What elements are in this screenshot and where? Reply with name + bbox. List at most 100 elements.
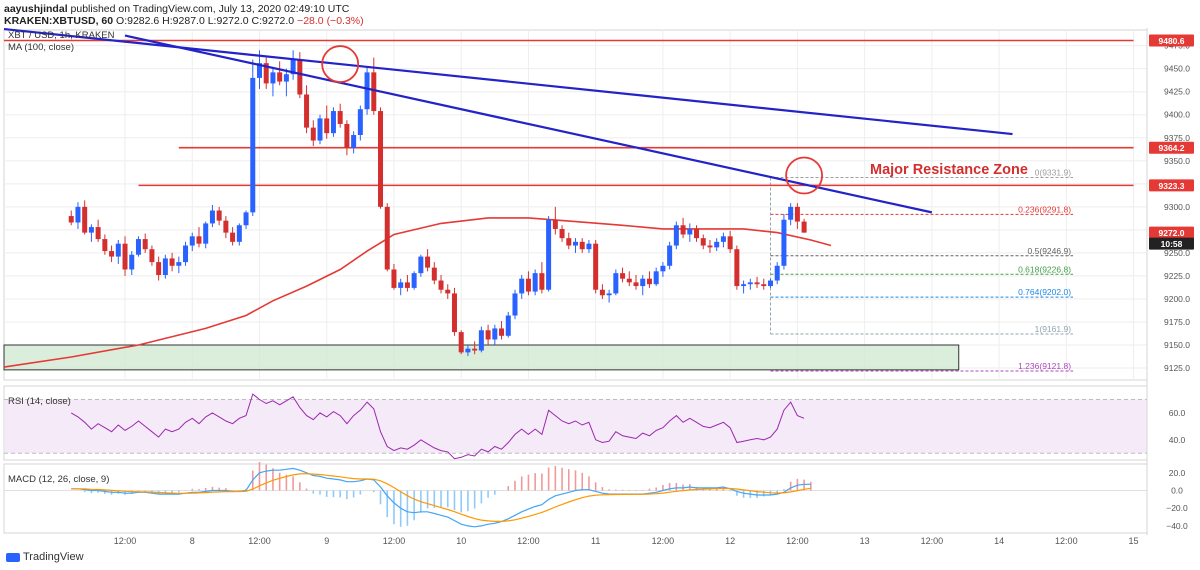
candle[interactable] bbox=[330, 107, 336, 137]
price-axis[interactable]: 9125.09150.09175.09200.09225.09250.09275… bbox=[1146, 28, 1194, 535]
candle[interactable] bbox=[546, 216, 552, 292]
candle[interactable] bbox=[626, 271, 632, 287]
candle[interactable] bbox=[667, 241, 673, 270]
candle[interactable] bbox=[102, 234, 108, 255]
candle[interactable] bbox=[492, 324, 498, 345]
candle[interactable] bbox=[351, 131, 357, 154]
candle[interactable] bbox=[75, 202, 81, 229]
highlight-circle[interactable] bbox=[785, 156, 823, 195]
candle[interactable] bbox=[465, 345, 471, 357]
candle[interactable] bbox=[445, 284, 451, 299]
candle[interactable] bbox=[357, 105, 363, 141]
candle[interactable] bbox=[310, 120, 316, 147]
candle[interactable] bbox=[176, 256, 182, 274]
tradingview-logo[interactable]: TradingView bbox=[6, 551, 84, 563]
candle[interactable] bbox=[270, 68, 276, 97]
candle[interactable] bbox=[129, 251, 135, 275]
candle[interactable] bbox=[425, 249, 431, 272]
author-name[interactable]: aayushjindal bbox=[4, 3, 68, 15]
candle[interactable] bbox=[68, 210, 74, 226]
candle[interactable] bbox=[741, 280, 747, 294]
candle[interactable] bbox=[593, 240, 599, 294]
chart-canvas[interactable]: 0(9331.9) 0.236(9291.8) 0.5(9246.9) 0.618(9… bbox=[0, 28, 1200, 548]
candle[interactable] bbox=[613, 269, 619, 296]
candle[interactable] bbox=[767, 278, 773, 288]
macd-line[interactable] bbox=[71, 467, 811, 528]
candle[interactable] bbox=[499, 321, 505, 340]
candle[interactable] bbox=[344, 120, 350, 156]
candle[interactable] bbox=[82, 200, 88, 235]
candle[interactable] bbox=[115, 240, 121, 264]
candle[interactable] bbox=[599, 284, 605, 299]
candle[interactable] bbox=[573, 238, 578, 253]
candle[interactable] bbox=[149, 245, 155, 266]
candle[interactable] bbox=[788, 203, 794, 226]
candle[interactable] bbox=[378, 107, 384, 209]
candle[interactable] bbox=[236, 223, 242, 246]
candle[interactable] bbox=[774, 262, 780, 285]
candle[interactable] bbox=[680, 217, 686, 239]
candle[interactable] bbox=[552, 206, 558, 235]
candle[interactable] bbox=[196, 227, 202, 248]
candle[interactable] bbox=[700, 234, 706, 250]
candle[interactable] bbox=[794, 203, 800, 229]
rsi-line[interactable] bbox=[70, 393, 805, 460]
candle[interactable] bbox=[95, 219, 101, 242]
candle[interactable] bbox=[277, 61, 283, 86]
candle[interactable] bbox=[566, 232, 572, 250]
candle[interactable] bbox=[633, 275, 639, 290]
candle[interactable] bbox=[243, 210, 249, 229]
main-pane[interactable] bbox=[3, 29, 1148, 533]
candle[interactable] bbox=[223, 216, 229, 239]
candle[interactable] bbox=[431, 262, 437, 285]
candle[interactable] bbox=[734, 245, 740, 290]
candle[interactable] bbox=[404, 275, 410, 292]
candle[interactable] bbox=[761, 278, 767, 290]
candle[interactable] bbox=[505, 311, 511, 338]
candle[interactable] bbox=[364, 66, 370, 115]
candle[interactable] bbox=[142, 233, 148, 253]
candle[interactable] bbox=[559, 225, 565, 242]
candle[interactable] bbox=[640, 275, 646, 296]
highlight-circle[interactable] bbox=[321, 45, 360, 83]
candle[interactable] bbox=[525, 271, 531, 296]
candle[interactable] bbox=[472, 341, 478, 355]
macd-pane[interactable]: 20.0 0.0 −20.0 −40.0 bbox=[3, 462, 1188, 534]
candle[interactable] bbox=[720, 232, 726, 248]
candle[interactable] bbox=[398, 278, 404, 296]
candle[interactable] bbox=[727, 230, 733, 253]
candle[interactable] bbox=[478, 326, 484, 353]
candle[interactable] bbox=[606, 289, 612, 303]
candle[interactable] bbox=[694, 225, 700, 242]
candle[interactable] bbox=[183, 241, 189, 266]
macd-signal-line[interactable] bbox=[71, 473, 811, 522]
candle[interactable] bbox=[189, 232, 195, 252]
candle[interactable] bbox=[384, 203, 390, 272]
candle[interactable] bbox=[88, 224, 94, 242]
candle[interactable] bbox=[646, 271, 652, 288]
candle[interactable] bbox=[754, 276, 760, 288]
ma-100-line[interactable] bbox=[3, 217, 832, 368]
candle[interactable] bbox=[532, 269, 538, 296]
candle[interactable] bbox=[653, 267, 659, 287]
candle[interactable] bbox=[438, 275, 444, 294]
candle[interactable] bbox=[283, 68, 289, 97]
candle[interactable] bbox=[519, 275, 525, 299]
time-axis[interactable]: 12:00 8 12:00 9 12:00 10 12:00 11 12:00 12 12:00 13… bbox=[114, 536, 1139, 546]
candle[interactable] bbox=[391, 263, 397, 290]
rsi-pane[interactable]: 40.0 60.0 bbox=[3, 385, 1186, 461]
candle[interactable] bbox=[539, 262, 545, 294]
candle[interactable] bbox=[579, 238, 585, 253]
candle[interactable] bbox=[801, 218, 807, 233]
candle[interactable] bbox=[216, 206, 222, 226]
candle[interactable] bbox=[707, 240, 713, 253]
candle[interactable] bbox=[620, 267, 626, 283]
candle[interactable] bbox=[109, 245, 115, 263]
candle[interactable] bbox=[337, 103, 343, 128]
candle[interactable] bbox=[458, 330, 464, 355]
candle[interactable] bbox=[230, 227, 236, 246]
candle[interactable] bbox=[673, 221, 679, 250]
candle[interactable] bbox=[317, 114, 323, 145]
candle[interactable] bbox=[304, 85, 310, 134]
candle[interactable] bbox=[781, 214, 787, 270]
